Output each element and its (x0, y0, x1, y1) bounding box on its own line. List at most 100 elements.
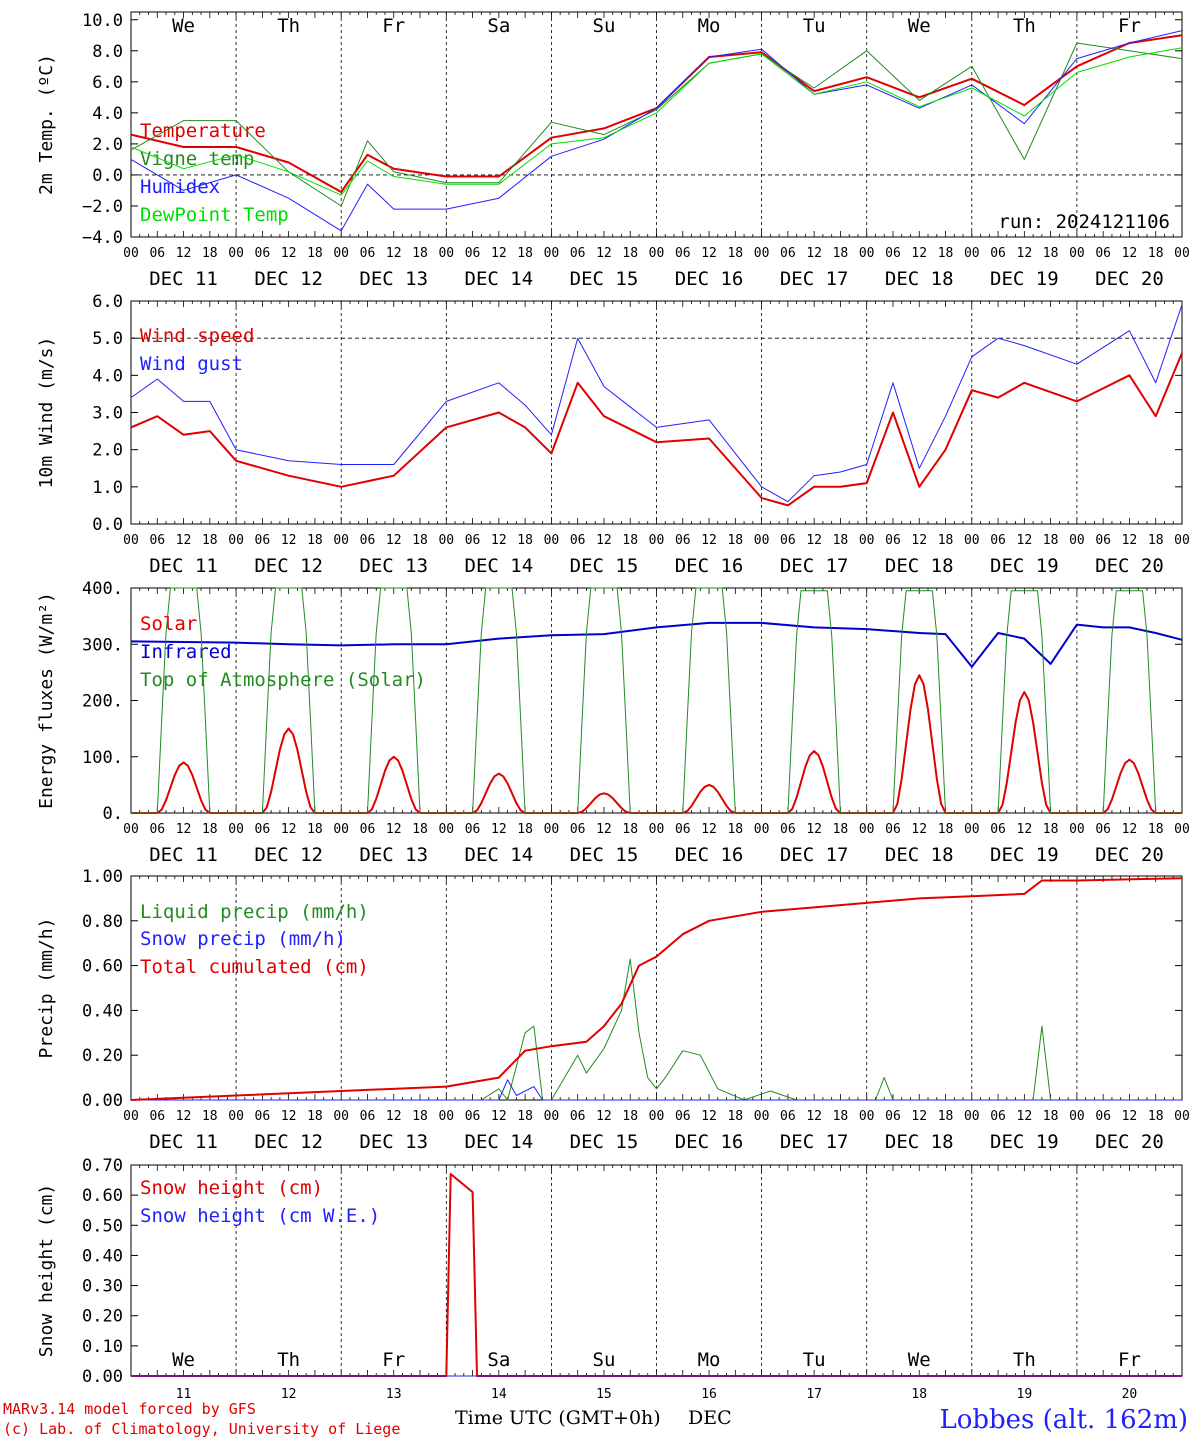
hour-tick-label: 00 (1069, 246, 1085, 261)
day-label: Mo (698, 15, 721, 37)
hour-tick-label: 00 (544, 533, 560, 548)
hour-tick-label: 18 (1148, 533, 1164, 548)
hour-tick-label: 00 (228, 533, 244, 548)
time-axis-label: Time UTC (GMT+0h) (455, 1407, 661, 1429)
hour-tick-label: 00 (649, 246, 665, 261)
hour-tick-label: 00 (649, 1109, 665, 1124)
hour-tick-label: 06 (1095, 822, 1111, 837)
hour-tick-label: 12 (911, 246, 927, 261)
date-label: DEC 15 (570, 1131, 639, 1153)
y-axis-label: Precip (mm/h) (36, 918, 57, 1059)
hour-tick-label: 18 (1043, 822, 1059, 837)
date-number-label: 20 (1122, 1387, 1138, 1402)
series-line-liquid-precip-mm-h- (131, 958, 1182, 1101)
date-label: DEC 12 (254, 1131, 323, 1153)
day-label: Th (1013, 15, 1036, 37)
hour-tick-label: 12 (1017, 246, 1033, 261)
hour-tick-label: 18 (307, 1109, 323, 1124)
hour-tick-label: 00 (228, 1109, 244, 1124)
hour-tick-label: 18 (307, 533, 323, 548)
hour-tick-label: 12 (176, 246, 192, 261)
hour-tick-label: 06 (255, 822, 271, 837)
hour-tick-label: 12 (596, 246, 612, 261)
station-name: Lobbes (alt. 162m) (939, 1405, 1188, 1435)
hour-tick-label: 12 (701, 1109, 717, 1124)
hour-tick-label: 12 (1122, 1109, 1138, 1124)
hour-tick-label: 06 (465, 533, 481, 548)
hour-tick-label: 18 (727, 533, 743, 548)
hour-tick-label: 06 (1095, 246, 1111, 261)
day-label: Fr (382, 15, 405, 37)
date-label: DEC 19 (990, 1131, 1059, 1153)
hour-tick-label: 06 (149, 533, 165, 548)
y-tick-label: 6.0 (92, 292, 123, 312)
hour-tick-label: 18 (938, 1109, 954, 1124)
hour-tick-label: 06 (570, 1109, 586, 1124)
legend-entry: Snow height (cm W.E.) (140, 1205, 380, 1227)
hour-tick-label: 12 (596, 533, 612, 548)
hour-tick-label: 18 (202, 1109, 218, 1124)
hour-tick-label: 00 (1069, 1109, 1085, 1124)
legend-entry: Humidex (140, 176, 220, 198)
hour-tick-label: 00 (438, 1109, 454, 1124)
y-tick-label: 0.50 (82, 1216, 123, 1236)
legend-entry: Temperature (140, 120, 266, 142)
y-tick-label: 0.0 (92, 515, 123, 535)
hour-tick-label: 06 (570, 246, 586, 261)
hour-tick-label: 06 (885, 246, 901, 261)
series-line-temperature (130, 34, 1183, 193)
hour-tick-label: 18 (517, 533, 533, 548)
date-label: DEC 17 (780, 268, 849, 290)
hour-tick-label: 18 (412, 1109, 428, 1124)
hour-tick-label: 06 (149, 1109, 165, 1124)
y-tick-label: 300. (82, 635, 123, 655)
hour-tick-label: 12 (701, 822, 717, 837)
hour-tick-label: 06 (360, 533, 376, 548)
y-tick-label: 0.30 (82, 1277, 123, 1297)
hour-tick-label: 06 (570, 533, 586, 548)
hour-tick-label: 06 (570, 822, 586, 837)
y-tick-label: −2.0 (82, 197, 123, 217)
date-label: DEC 11 (149, 555, 218, 577)
legend-entry: Total cumulated (cm) (140, 956, 369, 978)
copyright-credit: (c) Lab. of Climatology, University of L… (3, 1420, 400, 1438)
hour-tick-label: 00 (754, 246, 770, 261)
y-tick-label: 0.0 (92, 166, 123, 186)
hour-tick-label: 18 (1148, 246, 1164, 261)
date-label: DEC 13 (359, 1131, 428, 1153)
hour-tick-label: 06 (255, 1109, 271, 1124)
hour-tick-label: 00 (964, 246, 980, 261)
day-label: We (908, 1349, 931, 1371)
hour-tick-label: 12 (491, 822, 507, 837)
hour-tick-label: 18 (1043, 1109, 1059, 1124)
hour-tick-label: 12 (281, 533, 297, 548)
date-label: DEC 17 (780, 555, 849, 577)
hour-tick-label: 00 (123, 822, 139, 837)
hour-tick-label: 12 (911, 1109, 927, 1124)
hour-tick-label: 00 (859, 822, 875, 837)
y-tick-label: 1.00 (82, 867, 123, 887)
date-label: DEC 18 (885, 268, 954, 290)
hour-tick-label: 12 (281, 246, 297, 261)
hour-tick-label: 00 (649, 533, 665, 548)
date-label: DEC 14 (465, 555, 534, 577)
hour-tick-label: 00 (544, 822, 560, 837)
y-tick-label: 0.20 (82, 1046, 123, 1066)
hour-tick-label: 18 (307, 246, 323, 261)
date-number-label: 14 (491, 1387, 507, 1402)
hour-tick-label: 12 (701, 246, 717, 261)
y-tick-label: 1.0 (92, 478, 123, 498)
day-label: Sa (487, 1349, 510, 1371)
hour-tick-label: 00 (438, 533, 454, 548)
hour-tick-label: 18 (727, 1109, 743, 1124)
plot-frame (130, 587, 1183, 814)
day-label: Tu (803, 1349, 826, 1371)
hour-tick-label: 00 (1069, 822, 1085, 837)
hour-tick-label: 12 (386, 533, 402, 548)
date-label: DEC 17 (780, 1131, 849, 1153)
hour-tick-label: 00 (1174, 246, 1190, 261)
y-tick-label: 100. (82, 748, 123, 768)
panel-precip: 0.00 0.20 0.40 0.60 0.80 1.00 Precip (mm/h) 00 0… (36, 867, 1190, 1153)
hour-tick-label: 06 (360, 822, 376, 837)
run-label: run: 2024121106 (998, 211, 1170, 233)
